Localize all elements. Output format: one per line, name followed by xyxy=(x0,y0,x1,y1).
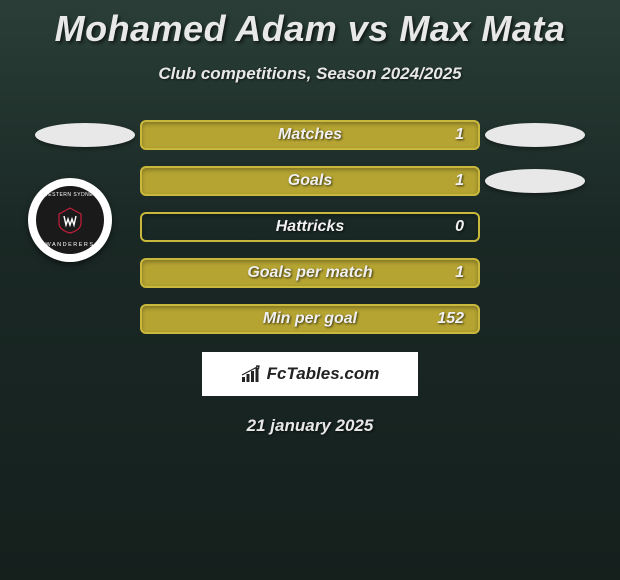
footer-attribution: FcTables.com xyxy=(202,352,418,396)
stat-value: 1 xyxy=(455,264,464,282)
stat-bar: Goals per match 1 xyxy=(140,258,480,288)
stat-bar: Hattricks 0 xyxy=(140,212,480,242)
badge-logo xyxy=(55,205,85,235)
stat-bar: Matches 1 xyxy=(140,120,480,150)
badge-text-top: WESTERN SYDNEY xyxy=(43,192,97,198)
season-subtitle: Club competitions, Season 2024/2025 xyxy=(0,64,620,84)
stat-bar: Min per goal 152 xyxy=(140,304,480,334)
stat-value: 1 xyxy=(455,172,464,190)
player-ellipse-right xyxy=(485,169,585,193)
stat-bar: Goals 1 xyxy=(140,166,480,196)
chart-icon xyxy=(241,365,263,383)
stat-value: 152 xyxy=(437,310,464,328)
badge-text-bottom: WANDERERS xyxy=(45,242,94,248)
stat-label: Hattricks xyxy=(276,218,344,236)
stat-value: 1 xyxy=(455,126,464,144)
right-side xyxy=(480,123,590,147)
stat-label: Goals per match xyxy=(247,264,372,282)
stat-row: Matches 1 xyxy=(0,120,620,150)
stat-row: Goals per match 1 xyxy=(0,258,620,288)
date-label: 21 january 2025 xyxy=(0,416,620,436)
player-ellipse-left xyxy=(35,123,135,147)
stat-label: Goals xyxy=(288,172,332,190)
stat-label: Matches xyxy=(278,126,342,144)
badge-inner: WESTERN SYDNEY WANDERERS xyxy=(36,186,104,254)
footer-text: FcTables.com xyxy=(267,364,380,384)
comparison-title: Mohamed Adam vs Max Mata xyxy=(0,0,620,50)
left-side xyxy=(30,123,140,147)
stat-row: Min per goal 152 xyxy=(0,304,620,334)
player-ellipse-right xyxy=(485,123,585,147)
stat-value: 0 xyxy=(455,218,464,236)
right-side xyxy=(480,169,590,193)
stat-label: Min per goal xyxy=(263,310,357,328)
team-badge: WESTERN SYDNEY WANDERERS xyxy=(28,178,112,262)
